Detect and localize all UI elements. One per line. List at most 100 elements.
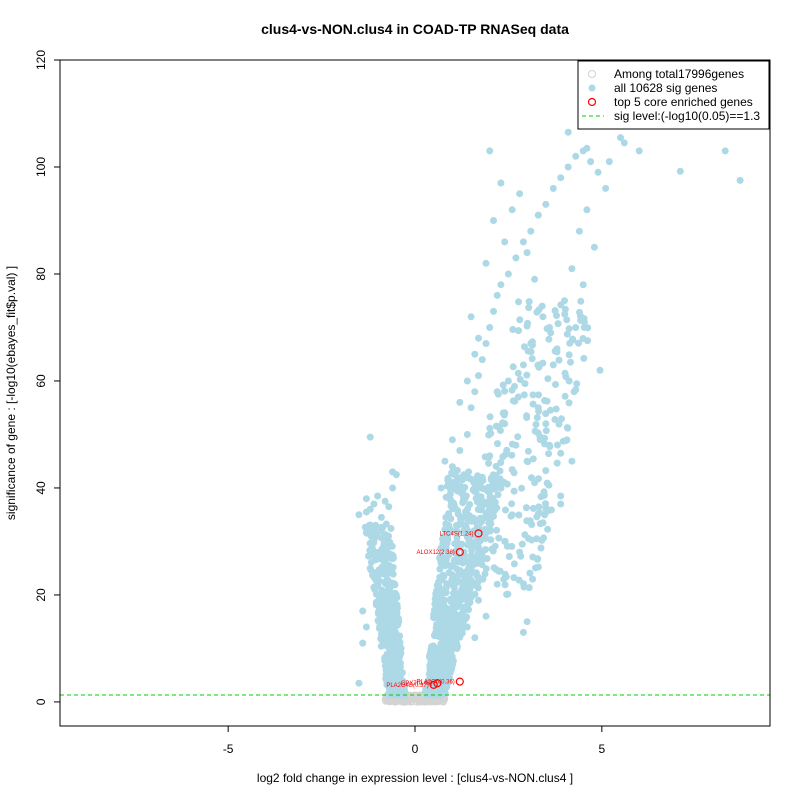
sig-gene-point xyxy=(454,552,461,559)
sig-gene-point xyxy=(564,163,572,171)
sig-gene-point xyxy=(366,564,374,572)
sig-gene-point xyxy=(721,147,729,155)
sig-gene-point xyxy=(377,513,385,521)
sig-gene-point xyxy=(523,457,531,465)
y-tick-label: 20 xyxy=(34,588,48,602)
sig-gene-point xyxy=(436,573,444,581)
y-axis-label: significance of gene : [-log10(ebayes_fi… xyxy=(4,266,18,520)
sig-gene-point xyxy=(370,500,378,508)
sig-gene-point xyxy=(390,635,398,643)
sig-gene-point xyxy=(521,531,529,539)
sig-gene-point xyxy=(479,575,487,583)
sig-gene-point xyxy=(449,641,457,649)
sig-gene-point xyxy=(537,544,545,552)
sig-gene-point xyxy=(435,580,442,588)
sig-gene-point xyxy=(508,206,516,214)
sig-gene-point xyxy=(383,640,390,648)
sig-gene-point xyxy=(509,363,517,371)
sig-gene-point xyxy=(466,562,473,570)
sig-gene-point xyxy=(448,436,456,444)
sig-gene-point xyxy=(563,330,571,338)
core-gene-point xyxy=(455,547,464,557)
sig-gene-point xyxy=(463,377,471,385)
sig-gene-point xyxy=(453,526,460,534)
sig-gene-point xyxy=(533,555,541,563)
sig-gene-point xyxy=(473,498,481,506)
sig-gene-point xyxy=(573,380,581,388)
core-gene-label: PLA2G6(0.36) xyxy=(416,680,454,686)
sig-gene-point xyxy=(516,316,524,324)
sig-gene-point xyxy=(455,592,463,600)
sig-gene-point xyxy=(473,484,481,492)
sig-gene-point xyxy=(529,391,537,399)
sig-gene-point xyxy=(369,569,377,577)
sig-gene-point xyxy=(389,484,397,492)
sig-gene-point xyxy=(493,422,500,430)
sig-gene-point xyxy=(529,575,537,583)
sig-gene-point xyxy=(524,447,532,455)
sig-gene-point xyxy=(512,441,520,449)
sig-gene-point xyxy=(676,167,684,175)
sig-gene-point xyxy=(525,584,533,592)
legend-label-sig: all 10628 sig genes xyxy=(614,81,717,95)
sig-gene-point xyxy=(495,534,503,542)
sig-gene-point xyxy=(447,612,455,619)
sig-gene-point xyxy=(493,388,501,396)
sig-gene-point xyxy=(448,469,456,477)
sig-gene-point xyxy=(467,313,475,321)
sig-gene-point xyxy=(518,484,526,492)
sig-gene-point xyxy=(490,217,497,224)
sig-gene-point xyxy=(529,504,537,512)
sig-gene-point xyxy=(579,281,587,289)
legend-label-total: Among total17996genes xyxy=(614,67,744,81)
y-tick-label: 120 xyxy=(34,50,48,70)
sig-gene-point xyxy=(453,487,461,495)
sig-gene-point xyxy=(552,381,559,388)
sig-gene-point xyxy=(442,493,450,501)
sig-gene-point xyxy=(554,441,561,449)
sig-gene-point xyxy=(375,624,383,632)
sig-gene-point xyxy=(504,590,512,598)
sig-gene-point xyxy=(399,677,407,685)
sig-gene-point xyxy=(509,326,517,333)
sig-gene-point xyxy=(465,468,473,476)
sig-gene-point xyxy=(535,503,543,511)
sig-gene-point xyxy=(389,570,397,578)
sig-gene-point xyxy=(457,519,465,527)
sig-gene-point xyxy=(467,552,475,559)
sig-gene-point xyxy=(540,491,548,499)
sig-gene-point xyxy=(542,500,549,508)
sig-gene-point xyxy=(482,612,490,620)
sig-gene-point xyxy=(508,451,516,459)
sig-gene-point xyxy=(484,527,492,535)
sig-gene-point xyxy=(392,681,400,689)
sig-gene-point xyxy=(605,158,613,166)
sig-gene-point xyxy=(487,520,495,528)
sig-gene-point xyxy=(396,653,404,661)
sig-gene-point xyxy=(433,668,441,675)
sig-gene-point xyxy=(362,623,370,631)
sig-gene-point xyxy=(443,540,451,548)
sig-gene-point xyxy=(464,474,472,482)
sig-gene-point xyxy=(388,690,396,698)
sig-gene-point xyxy=(531,275,539,283)
sig-gene-point xyxy=(393,601,401,609)
sig-gene-point xyxy=(384,586,392,594)
sig-gene-point xyxy=(497,281,505,289)
sig-gene-point xyxy=(534,563,542,571)
sig-gene-point xyxy=(557,174,565,182)
sig-gene-point xyxy=(442,556,450,563)
sig-gene-point xyxy=(483,555,491,563)
sig-gene-point xyxy=(572,386,580,394)
sig-gene-point xyxy=(500,575,508,583)
sig-gene-point xyxy=(501,238,509,246)
sig-gene-point xyxy=(482,340,490,347)
sig-gene-point xyxy=(542,467,550,475)
sig-gene-point xyxy=(508,511,516,519)
sig-gene-point xyxy=(539,519,547,527)
sig-gene-point xyxy=(453,534,461,542)
sig-gene-point xyxy=(557,449,565,457)
sig-gene-point xyxy=(388,551,396,559)
legend-label-siglevel: sig level:(-log10(0.05)==1.3 xyxy=(614,109,760,123)
